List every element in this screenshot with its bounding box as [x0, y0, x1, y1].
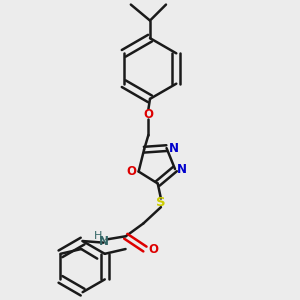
Text: H: H: [94, 231, 102, 241]
Text: N: N: [177, 163, 187, 176]
Text: O: O: [148, 242, 158, 256]
Text: N: N: [169, 142, 178, 154]
Text: O: O: [127, 165, 136, 178]
Text: O: O: [143, 108, 153, 121]
Text: S: S: [156, 196, 166, 209]
Text: N: N: [99, 236, 109, 248]
